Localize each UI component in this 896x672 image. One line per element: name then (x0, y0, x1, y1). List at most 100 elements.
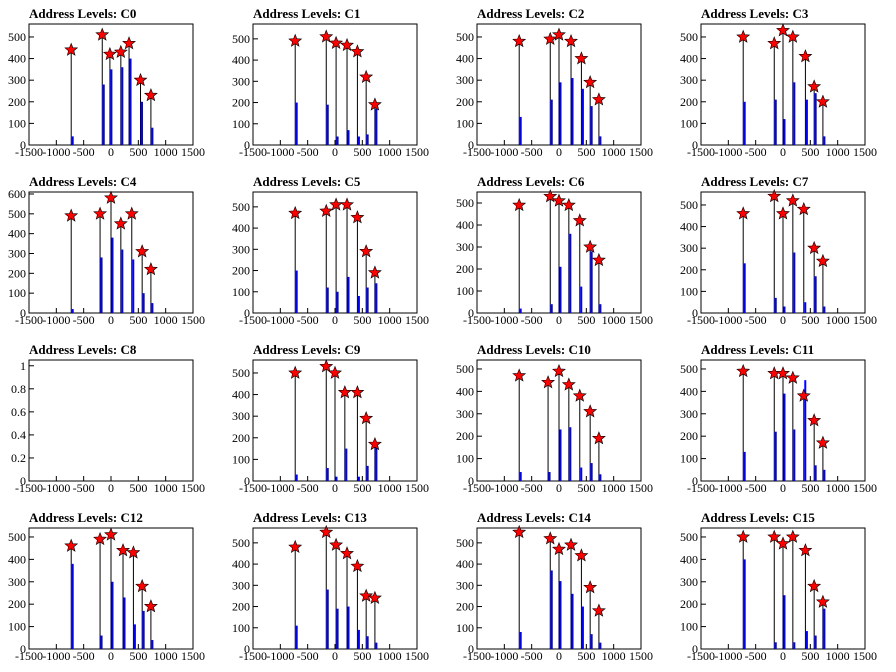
peak-star-marker (767, 188, 782, 203)
subplot-c9: Address Levels: C90100200300400500-1500-… (232, 342, 429, 495)
peak-star-marker (564, 33, 578, 48)
x-tick-label: -500 (297, 145, 319, 159)
subplot-title: Address Levels: C4 (29, 174, 137, 189)
peak-star-marker (798, 543, 813, 557)
subplot-title: Address Levels: C12 (29, 510, 143, 525)
peak-star-marker (591, 431, 606, 445)
y-tick-label: 400 (456, 218, 474, 232)
y-tick-label: 100 (456, 284, 474, 298)
level-bar (559, 82, 562, 145)
level-bar (559, 266, 562, 313)
y-tick-label: 500 (8, 530, 26, 544)
x-tick-label: 1000 (602, 481, 626, 495)
y-tick-label: 200 (680, 95, 698, 109)
level-bar (326, 589, 329, 649)
peak-star-marker (583, 580, 598, 594)
x-tick-label: 1000 (602, 145, 626, 159)
level-bar (357, 296, 360, 313)
level-bar (375, 642, 378, 649)
x-tick-label: 500 (129, 313, 147, 327)
x-tick-label: 1500 (629, 145, 653, 159)
y-tick-label: 100 (680, 284, 698, 298)
x-tick-label: 1000 (378, 313, 402, 327)
y-tick-label: 300 (680, 73, 698, 87)
level-bar (550, 304, 553, 313)
x-tick-label: -1000 (42, 145, 70, 159)
x-tick-label: -1000 (266, 145, 294, 159)
level-bar (366, 636, 369, 649)
peak-star-marker (122, 36, 137, 50)
level-bar (599, 136, 602, 145)
y-tick-label: 500 (232, 366, 250, 380)
peak-star-marker (135, 578, 150, 593)
x-tick-label: 1500 (853, 313, 877, 327)
level-bar (366, 287, 369, 313)
level-bar (774, 642, 777, 649)
x-tick-label: 0 (556, 313, 562, 327)
x-tick-label: 0 (780, 481, 786, 495)
y-tick-label: 400 (8, 227, 26, 241)
level-bar (357, 136, 360, 145)
y-tick-label: 0 (244, 642, 250, 656)
peak-star-marker (319, 29, 334, 43)
peak-star-marker (143, 87, 158, 102)
peak-star-marker (572, 213, 587, 227)
level-bar (347, 276, 350, 313)
y-tick-label: 500 (680, 530, 698, 544)
peak-star-marker (64, 538, 79, 552)
y-tick-label: 400 (8, 552, 26, 566)
x-tick-label: 1000 (378, 481, 402, 495)
x-tick-label: 0 (108, 313, 114, 327)
level-bar (580, 467, 583, 481)
x-tick-label: 500 (801, 313, 819, 327)
level-bar (141, 101, 144, 145)
peak-star-marker (736, 206, 751, 220)
x-tick-label: 1500 (853, 649, 877, 663)
level-bar (571, 78, 574, 145)
level-bar (743, 451, 746, 481)
level-bar (295, 474, 298, 481)
x-tick-label: -1500 (239, 649, 267, 663)
y-tick-label: 100 (680, 116, 698, 130)
level-bar (375, 108, 378, 145)
peak-star-marker (807, 240, 822, 255)
peak-star-marker (143, 262, 158, 276)
level-bar (102, 84, 105, 145)
x-tick-label: -1500 (239, 481, 267, 495)
x-tick-label: -500 (521, 313, 543, 327)
peak-star-marker (736, 529, 751, 543)
x-tick-label: -1000 (714, 313, 742, 327)
peak-star-marker (350, 385, 365, 399)
subplot-c14: Address Levels: C14 0 100 200 300 400 500 -1500… (456, 510, 653, 663)
x-tick-label: 1500 (405, 481, 429, 495)
y-tick-label: 100 (8, 116, 26, 130)
x-tick-label: -1000 (42, 649, 70, 663)
level-bar (326, 468, 329, 481)
level-bar (783, 393, 786, 481)
peak-star-marker (591, 603, 606, 617)
peak-star-marker (543, 31, 558, 46)
peak-star-marker (512, 524, 527, 539)
peak-star-marker (736, 29, 751, 43)
x-tick-label: -1000 (490, 145, 518, 159)
peak-star-marker (329, 35, 344, 50)
peak-star-marker (288, 539, 303, 554)
peak-star-marker (340, 546, 354, 560)
subplot-c8: Address Levels: C8 0 0.2 0.4 0.6 0.8 1 -1500 -10… (11, 342, 205, 495)
level-bar (804, 380, 807, 481)
peak-star-marker (64, 42, 79, 56)
peak-star-marker (359, 411, 374, 425)
peak-star-marker (133, 72, 148, 87)
x-tick-label: -1500 (15, 649, 43, 663)
subplot-title: Address Levels: C8 (29, 342, 137, 357)
peak-star-marker (776, 206, 790, 220)
x-tick-label: -1000 (714, 481, 742, 495)
x-tick-label: -1500 (463, 481, 491, 495)
level-bar (569, 427, 572, 481)
peak-star-marker (815, 253, 830, 268)
x-tick-label: 500 (353, 481, 371, 495)
y-tick-label: 400 (680, 384, 698, 398)
level-bar (71, 309, 74, 313)
y-tick-label: 300 (232, 409, 250, 423)
peak-star-marker (798, 49, 813, 63)
